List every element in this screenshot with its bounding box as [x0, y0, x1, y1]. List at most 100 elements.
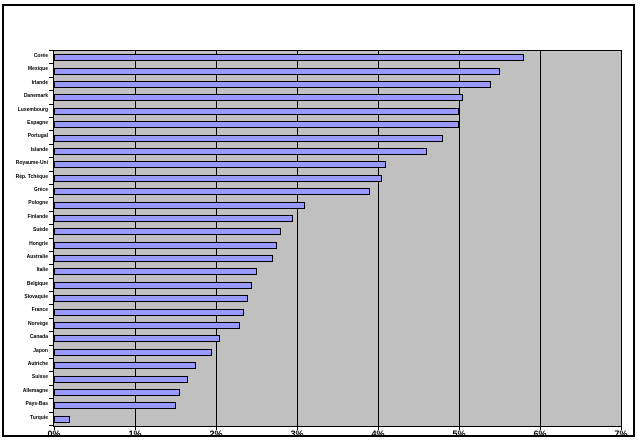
- bar-Irlande: [54, 81, 491, 88]
- x-axis-tick: [459, 426, 460, 430]
- bar-Corée: [54, 54, 524, 61]
- category-label: Belgique: [26, 280, 48, 287]
- bar-Suède: [54, 228, 281, 235]
- bar-Italie: [54, 268, 257, 275]
- y-axis-tick: [49, 425, 53, 426]
- category-label: Luxembourg: [17, 106, 48, 113]
- category-label: Finlande: [27, 213, 48, 220]
- x-axis-label-4pct: 4%: [371, 429, 385, 439]
- y-axis-tick: [49, 224, 53, 225]
- category-label: Rép. Tchèque: [15, 173, 48, 180]
- y-axis-tick: [49, 117, 53, 118]
- category-label: Suisse: [31, 374, 48, 381]
- bar-Belgique: [54, 282, 252, 289]
- category-label: Danemark: [23, 93, 48, 100]
- y-axis-tick: [49, 412, 53, 413]
- bar-Slovaquie: [54, 295, 248, 302]
- x-axis-label-5pct: 5%: [452, 429, 466, 439]
- chart-frame: Corée Mexique Irlande Danemark Luxembourg Esp…: [2, 4, 635, 439]
- category-label: France: [31, 307, 48, 314]
- y-axis-tick: [49, 251, 53, 252]
- x-axis-label-7pct: 7%: [614, 429, 628, 439]
- x-axis-tick: [378, 426, 379, 430]
- bar-Pays-Bas: [54, 402, 176, 409]
- bar-Suisse: [54, 376, 188, 383]
- category-label: Irlande: [31, 79, 48, 86]
- category-label: Espagne: [27, 119, 48, 126]
- category-label: Royaume-Uni: [15, 160, 48, 167]
- x-axis-label-6pct: 6%: [533, 429, 547, 439]
- y-axis-tick: [49, 318, 53, 319]
- bar-Islande: [54, 148, 427, 155]
- x-axis-label-3pct: 3%: [290, 429, 304, 439]
- bar-Turquie: [54, 416, 70, 423]
- category-label: Mexique: [27, 66, 48, 73]
- x-axis-label-0pct: 0%: [47, 429, 61, 439]
- y-axis-tick: [49, 130, 53, 131]
- category-label: Suède: [32, 227, 48, 234]
- gridline-5pct: [459, 51, 460, 426]
- x-axis-tick: [540, 426, 541, 430]
- y-axis-tick: [49, 398, 53, 399]
- y-axis-tick: [49, 278, 53, 279]
- x-axis-tick: [216, 426, 217, 430]
- y-axis-tick: [49, 211, 53, 212]
- y-axis-tick: [49, 197, 53, 198]
- category-label: Slovaquie: [24, 294, 48, 301]
- category-label: Portugal: [27, 133, 48, 140]
- bar-Royaume-Uni: [54, 161, 386, 168]
- category-label: Italie: [36, 267, 48, 274]
- bar-Finlande: [54, 215, 293, 222]
- x-axis-label-1pct: 1%: [128, 429, 142, 439]
- category-label: Allemagne: [22, 387, 48, 394]
- bar-Japon: [54, 349, 212, 356]
- y-axis-tick: [49, 77, 53, 78]
- category-label: Japon: [33, 347, 48, 354]
- category-label: Islande: [30, 146, 48, 153]
- bar-Canada: [54, 335, 220, 342]
- x-axis-tick: [54, 426, 55, 430]
- bar-Hongrie: [54, 242, 277, 249]
- bar-Danemark: [54, 94, 463, 101]
- y-axis-tick: [49, 331, 53, 332]
- y-axis-tick: [49, 50, 53, 51]
- bar-Luxembourg: [54, 108, 459, 115]
- y-axis-tick: [49, 63, 53, 64]
- category-label: Turquie: [30, 414, 48, 421]
- category-label: Pologne: [28, 200, 48, 207]
- y-axis-tick: [49, 184, 53, 185]
- x-axis-tick: [135, 426, 136, 430]
- gridline-3pct: [297, 51, 298, 426]
- gridline-4pct: [378, 51, 379, 426]
- bar-Espagne: [54, 121, 459, 128]
- y-axis-tick: [49, 358, 53, 359]
- bar-Mexique: [54, 68, 500, 75]
- plot-area: [53, 50, 622, 427]
- category-label: Hongrie: [29, 240, 48, 247]
- y-axis-tick: [49, 238, 53, 239]
- y-axis-tick: [49, 157, 53, 158]
- y-axis-tick: [49, 264, 53, 265]
- category-label: Australie: [26, 253, 48, 260]
- bar-Autriche: [54, 362, 196, 369]
- y-axis-tick: [49, 385, 53, 386]
- y-axis-tick: [49, 291, 53, 292]
- bar-Pologne: [54, 202, 305, 209]
- gridline-1pct: [135, 51, 136, 426]
- y-axis-tick: [49, 104, 53, 105]
- bar-Allemagne: [54, 389, 180, 396]
- gridline-2pct: [216, 51, 217, 426]
- gridline-6pct: [540, 51, 541, 426]
- category-label: Grèce: [33, 186, 48, 193]
- category-label: Corée: [33, 53, 48, 59]
- y-axis-tick: [49, 371, 53, 372]
- x-axis-tick: [297, 426, 298, 430]
- y-axis-tick: [49, 90, 53, 91]
- y-axis-tick: [49, 144, 53, 145]
- bar-France: [54, 309, 244, 316]
- bar-Norvège: [54, 322, 240, 329]
- x-axis-tick: [621, 426, 622, 430]
- bar-Grèce: [54, 188, 370, 195]
- bar-Rép. Tchèque: [54, 175, 382, 182]
